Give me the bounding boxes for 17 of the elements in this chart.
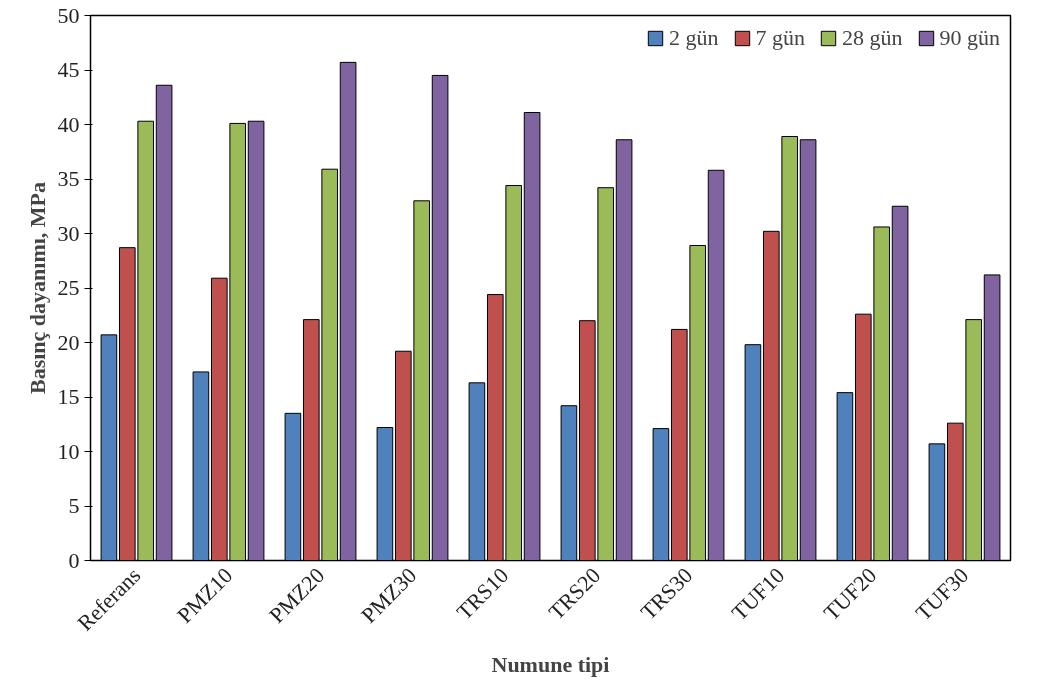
y-tick-label: 40: [57, 111, 80, 137]
y-tick-label: 15: [57, 384, 80, 409]
y-tick-label: 50: [57, 2, 80, 28]
y-tick-label: 20: [57, 329, 80, 355]
y-tick-label: 0: [68, 547, 80, 573]
y-tick-label: 5: [68, 493, 80, 518]
x-axis-title: Numune tipi: [491, 652, 610, 678]
legend-label: 90 gün: [939, 25, 1000, 51]
y-tick-label: 10: [57, 438, 80, 464]
y-tick-label: 25: [57, 275, 80, 300]
y-tick-label: 35: [57, 166, 80, 191]
y-axis-title: Basınç dayanımı, MPa: [24, 181, 50, 395]
y-tick-label: 45: [57, 57, 80, 82]
legend-label: 28 gün: [842, 25, 903, 51]
y-tick-label: 30: [57, 220, 80, 246]
legend-label: 2 gün: [669, 25, 719, 51]
legend-label: 7 gün: [755, 25, 805, 51]
